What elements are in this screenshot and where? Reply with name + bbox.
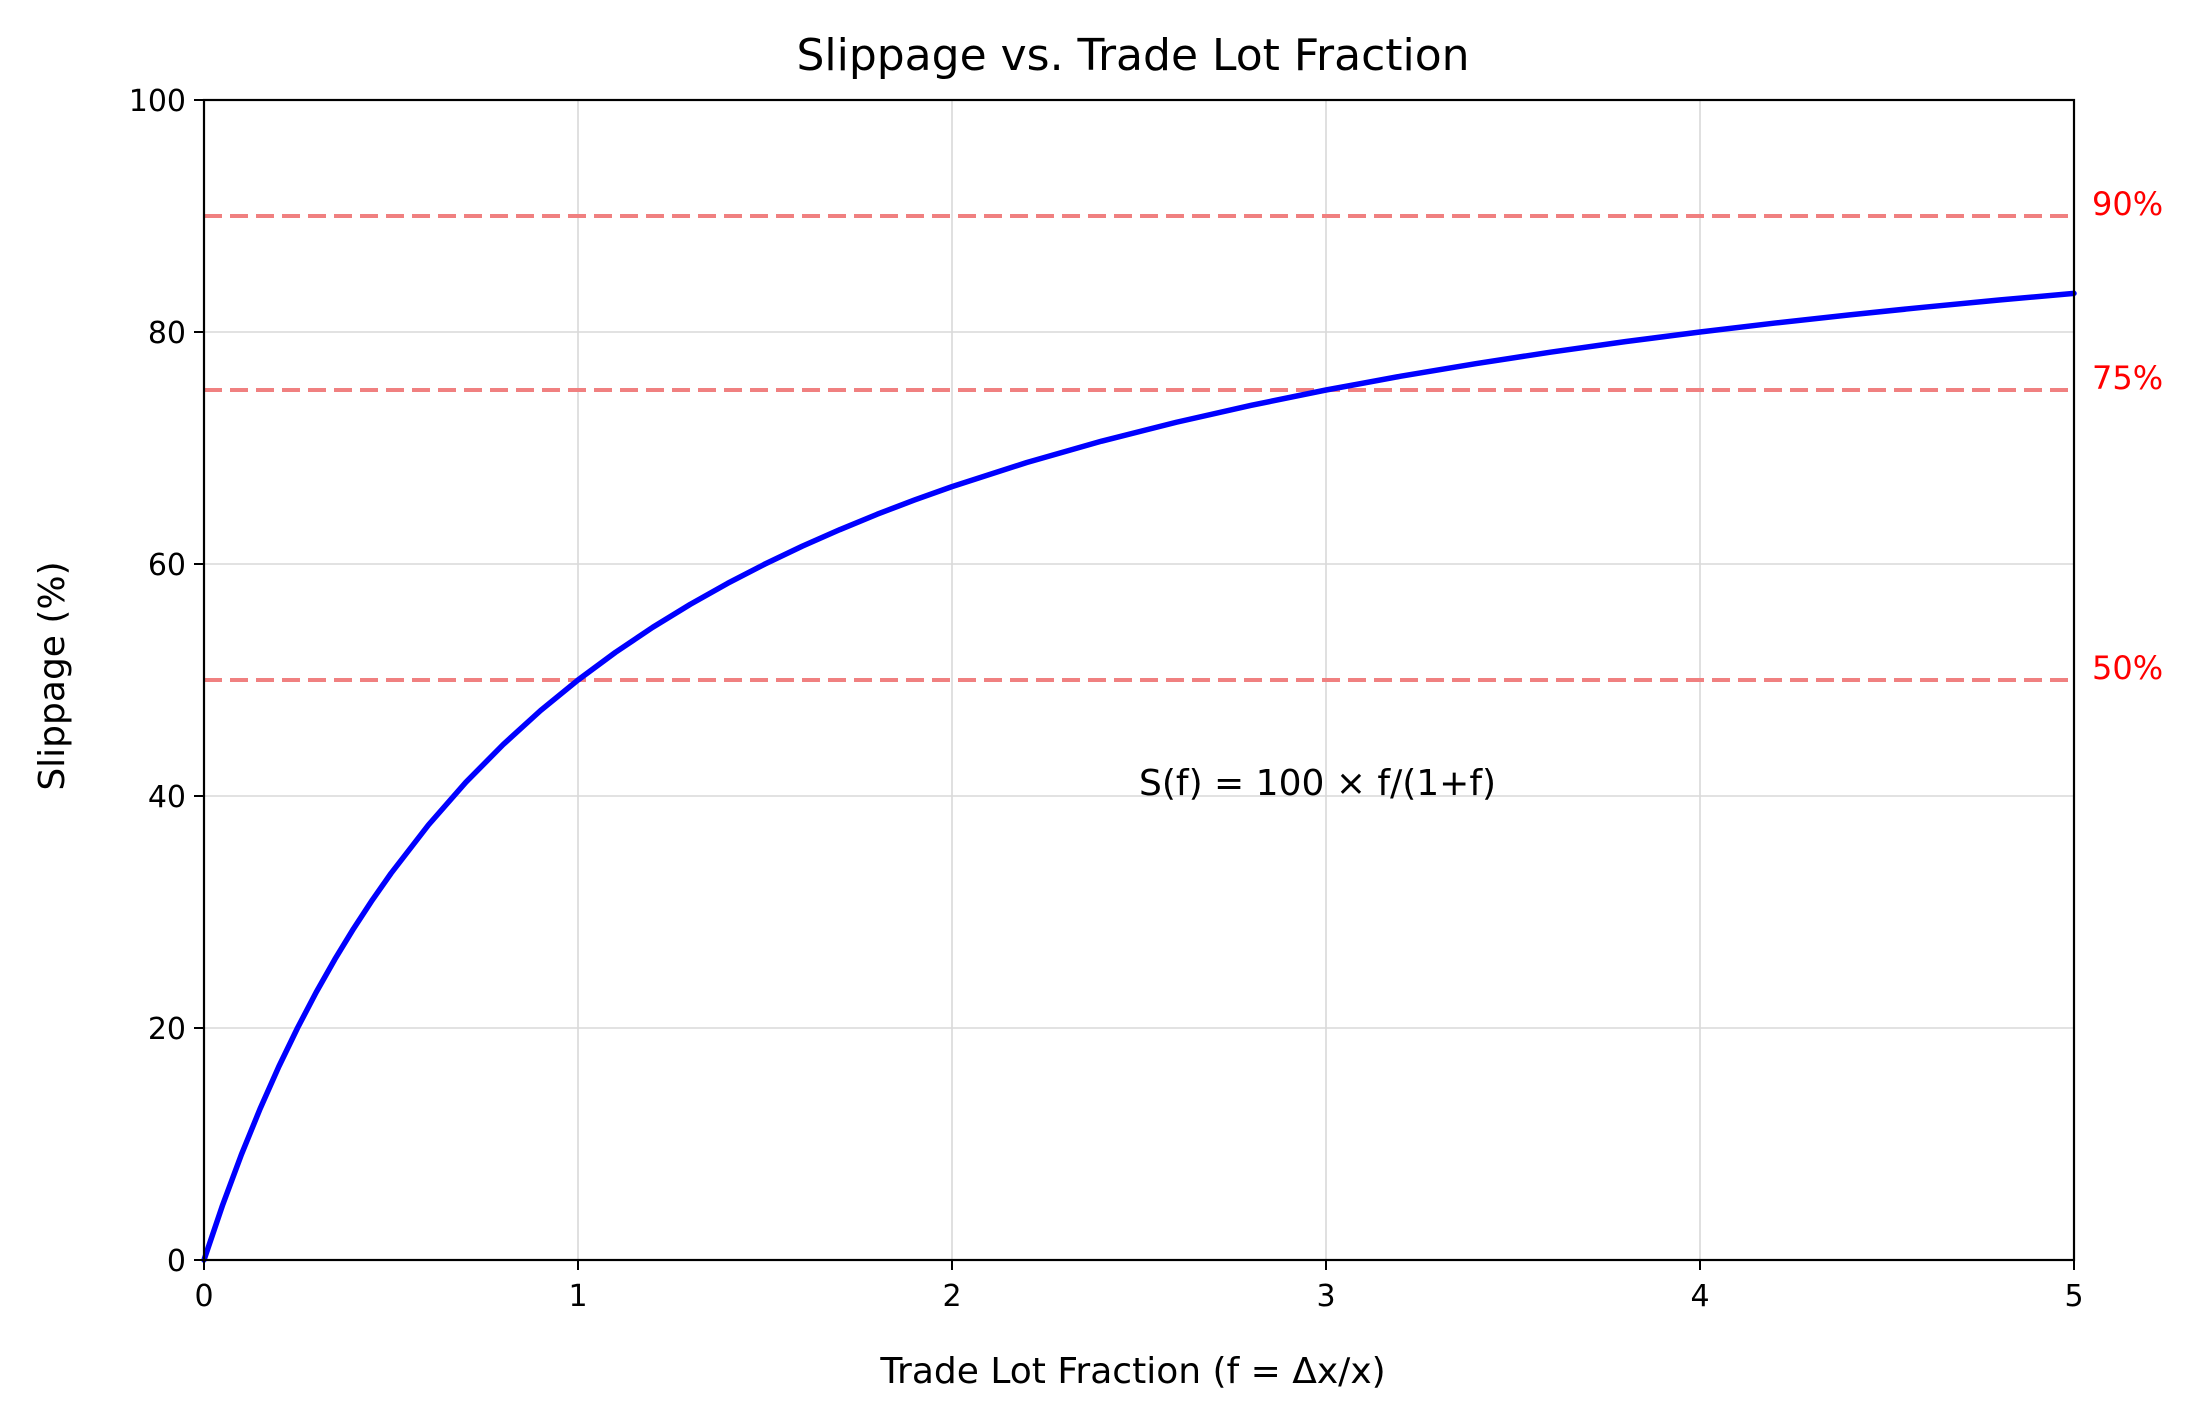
x-tick-label-5: 5 xyxy=(2064,1279,2083,1314)
x-tick-label-0: 0 xyxy=(194,1279,213,1314)
y-tick-label-5: 100 xyxy=(129,84,186,119)
x-tick-label-2: 2 xyxy=(942,1279,961,1314)
y-tick-label-1: 20 xyxy=(148,1012,186,1047)
x-axis-label: Trade Lot Fraction (f = Δx/x) xyxy=(879,1351,1385,1392)
reference-label-90%: 90% xyxy=(2092,185,2163,223)
x-tick-label-3: 3 xyxy=(1316,1279,1335,1314)
chart-title: Slippage vs. Trade Lot Fraction xyxy=(796,30,1469,81)
y-axis-label: Slippage (%) xyxy=(32,561,73,790)
x-tick-label-4: 4 xyxy=(1690,1279,1709,1314)
y-tick-label-2: 40 xyxy=(148,780,186,815)
formula-annotation: S(f) = 100 × f/(1+f) xyxy=(1139,763,1496,804)
y-tick-label-0: 0 xyxy=(167,1244,186,1279)
reference-label-50%: 50% xyxy=(2092,649,2163,687)
plot-frame xyxy=(202,98,2076,1262)
reference-label-75%: 75% xyxy=(2092,359,2163,397)
y-tick-label-4: 80 xyxy=(148,316,186,351)
y-tick-label-3: 60 xyxy=(148,548,186,583)
series-line-0 xyxy=(201,290,2077,1263)
x-tick-label-1: 1 xyxy=(568,1279,587,1314)
